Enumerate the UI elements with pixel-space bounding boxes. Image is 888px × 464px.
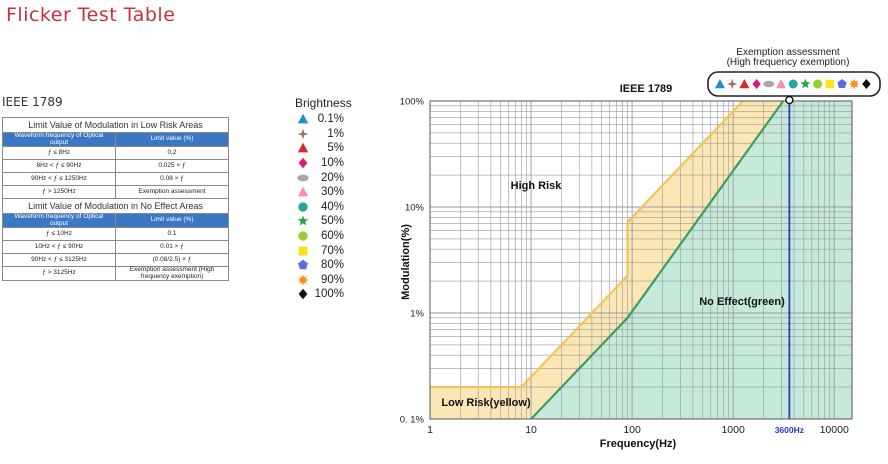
no-effect-header-limit: Limit value (%) [115, 213, 229, 228]
x-tick-label: 10 [525, 424, 537, 436]
brightness-item: 5% [295, 141, 352, 156]
exemption-subtitle: (High frequency exemption) [727, 57, 850, 68]
x-tick-label: 100 [623, 424, 641, 436]
brightness-marker-circle [298, 231, 308, 241]
marker-line-label: 3600Hz [775, 425, 804, 435]
brightness-marker-star8 [297, 274, 309, 286]
exemption-marker-triangle [739, 79, 750, 89]
plot-frame [429, 100, 853, 420]
brightness-label: 0.1% [317, 113, 344, 126]
brightness-label: 60% [320, 230, 344, 243]
limit-table: Limit Value of Modulation in Low Risk Ar… [2, 117, 229, 281]
exemption-point [785, 95, 794, 105]
no-effect-region [531, 101, 852, 419]
x-tick-label: 10000 [820, 424, 849, 436]
exemption-marker-diamond [752, 79, 761, 89]
exemption-marker-star4 [726, 78, 738, 90]
brightness-item: 20% [295, 170, 352, 185]
low-risk-label: Low Risk(yellow) [441, 397, 531, 409]
brightness-marker-triangle [297, 187, 309, 197]
x-tick-label: 1 [427, 424, 433, 436]
brightness-label: 40% [320, 200, 344, 213]
x-tick-label: 1000 [721, 424, 745, 436]
brightness-label: 50% [320, 215, 344, 228]
y-tick-label: 0. 1% [400, 415, 425, 426]
exemption-marker-triangle [715, 79, 725, 89]
y-tick-label: 100% [400, 97, 425, 108]
low-risk-boundary-line [430, 100, 744, 389]
brightness-label: 5% [327, 142, 344, 155]
brightness-item: 80% [295, 258, 352, 273]
brightness-item: 70% [295, 243, 352, 258]
exemption-marker-star8 [848, 78, 860, 90]
standard-label: IEEE 1789 [2, 95, 63, 109]
brightness-marker-square [298, 246, 308, 256]
brightness-marker-diamond [298, 289, 308, 300]
brightness-label: 70% [320, 244, 344, 257]
brightness-label: 100% [314, 288, 344, 301]
brightness-item: 40% [295, 200, 352, 215]
brightness-label: 20% [320, 171, 344, 184]
y-tick-label: 10% [405, 203, 425, 214]
brightness-label: 80% [320, 259, 344, 272]
chart-title: IEEE 1789 [620, 83, 673, 95]
low-risk-header-limit: Limit value (%) [115, 132, 229, 147]
table-row: ƒ > 3125Hz Exemption assessment (High fre… [2, 266, 229, 281]
brightness-marker-star5 [297, 215, 309, 226]
brightness-item: 90% [295, 273, 352, 288]
brightness-marker-circle [298, 202, 308, 212]
brightness-label: 90% [320, 273, 344, 286]
high-risk-label: High Risk [511, 180, 563, 192]
brightness-item: 10% [295, 156, 352, 171]
exemption-marker-diamond [862, 79, 871, 89]
no-effect-label: No Effect(green) [699, 296, 785, 308]
exemption-marker-ellipse [763, 80, 775, 88]
exemption-marker-square [825, 79, 835, 89]
brightness-marker-triangle [297, 114, 309, 124]
brightness-item: 0.1% [295, 112, 352, 127]
brightness-marker-ellipse [297, 174, 309, 182]
exemption-marker-circle [813, 79, 823, 89]
brightness-label: 1% [327, 127, 344, 140]
brightness-label: 30% [320, 186, 344, 199]
low-risk-header-frequency: Waveform frequency of Optical output [2, 132, 116, 147]
brightness-label: 10% [320, 157, 344, 170]
exemption-marker-triangle [776, 79, 786, 89]
brightness-item: 1% [295, 127, 352, 142]
brightness-item: 100% [295, 287, 352, 302]
exemption-title: Exemption assessment [736, 47, 840, 58]
brightness-marker-pentagon [298, 260, 308, 270]
table-cell: Exemption assessment (High frequency exe… [115, 266, 229, 281]
x-axis-title: Frequency(Hz) [600, 438, 677, 450]
exemption-marker-star5 [800, 78, 811, 89]
brightness-legend: Brightness 0.1% 1% 5% 10% 20% 30% 40% 50% 60% 70%… [295, 96, 352, 302]
y-axis-title: Modulation(%) [400, 224, 412, 300]
table-row: 90Hz < ƒ ≤ 1250Hz 0.08 × ƒ [2, 172, 229, 186]
exemption-marker-circle [788, 79, 798, 89]
page-title: Flicker Test Table [6, 4, 176, 26]
no-effect-boundary-line [530, 100, 785, 420]
y-tick-label: 1% [410, 309, 424, 320]
brightness-item: 60% [295, 229, 352, 244]
brightness-title: Brightness [295, 96, 352, 110]
brightness-marker-star4 [297, 128, 309, 140]
table-row: 90Hz < ƒ ≤ 3125Hz (0.08/2.5) × ƒ [2, 253, 229, 267]
brightness-marker-diamond [298, 157, 308, 169]
brightness-marker-triangle [297, 143, 309, 153]
brightness-item: 50% [295, 214, 352, 229]
exemption-marker-pentagon [837, 79, 847, 89]
brightness-item: 30% [295, 185, 352, 200]
